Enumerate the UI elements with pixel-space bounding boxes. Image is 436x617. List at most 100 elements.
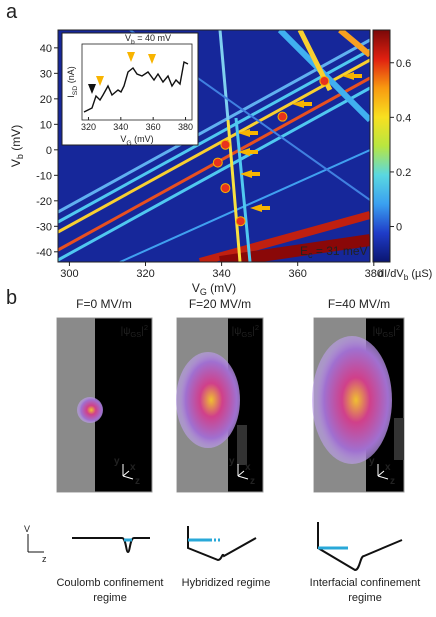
potential-z: z [42, 554, 47, 564]
colorbar-tick-label: 0.6 [396, 58, 411, 70]
axis-y: y [114, 456, 120, 467]
psi-label-part: | [141, 326, 144, 337]
y-tick-label: 20 [40, 94, 52, 106]
y-tick-label: 40 [40, 43, 52, 55]
x-tick-label: 340 [212, 268, 230, 280]
axis-z: z [250, 476, 255, 487]
inset-y-label-group: ISD (nA) [66, 66, 79, 97]
panel-title: F=0 MV/m [76, 297, 132, 311]
inset-axes [81, 43, 193, 121]
x-tick-label: 380 [365, 268, 383, 280]
psi-label-part: GS [241, 330, 252, 339]
marker [319, 75, 330, 86]
y-tick-label: 0 [46, 145, 52, 157]
psi-label-part: |ψ [121, 326, 131, 337]
axis-x: x [245, 462, 251, 473]
axis-y: y [369, 456, 375, 467]
colorbar-tick-label: 0.2 [396, 167, 411, 179]
x-tick-label: 360 [289, 268, 307, 280]
inset-curve [83, 60, 189, 113]
y-axis-label-part: b [15, 154, 25, 159]
y-tick-label: -20 [36, 196, 52, 208]
panel-title: F=40 MV/m [328, 297, 390, 311]
inset-x-tick-label: 380 [178, 122, 193, 132]
inset-y-label: ISD (nA) [66, 66, 79, 97]
colorbar-label-part: (µS) [408, 268, 432, 280]
y-axis-label-group: Vb (mV) [9, 125, 25, 167]
inset-x-label-part: (mV) [132, 134, 154, 144]
inset-x-label-part: G [126, 140, 131, 147]
psi-label-part: 2 [144, 323, 148, 332]
psi-label: |ψGS|2 [373, 323, 400, 339]
marker [235, 216, 246, 227]
regime-label: Coulomb confinement [56, 577, 163, 589]
y-axis-label-part: (mV) [9, 125, 23, 154]
potential-sketches [27, 522, 403, 572]
inset-x-tick-label: 360 [146, 122, 161, 132]
axis-y: y [229, 456, 235, 467]
regime-label: Interfacial confinement [310, 577, 421, 589]
axis-z: z [390, 476, 395, 487]
inset-x-label: VG (mV) [120, 134, 153, 147]
inset-y-label-part: (nA) [66, 66, 76, 86]
psi-label: |ψGS|2 [121, 323, 148, 339]
x-axis-label-part: V [192, 281, 200, 295]
inset-y-label-part: I [66, 95, 76, 98]
inset-frame [61, 32, 199, 146]
inset-title-part: b [131, 39, 135, 46]
y-tick-label: -30 [36, 221, 52, 233]
x-tick-label: 320 [136, 268, 154, 280]
y-tick-label: -40 [36, 247, 52, 259]
inset-x-tick-label: 320 [81, 122, 96, 132]
colorbar-label-part: b [404, 273, 409, 282]
inset-arrows [88, 52, 156, 94]
x-axis-label-part: G [200, 287, 207, 297]
y-tick-label: 30 [40, 68, 52, 80]
marker [212, 157, 223, 168]
colorbar-tick-label: 0 [396, 222, 402, 234]
psi-label-part: 2 [255, 323, 259, 332]
colorbar-tick-label: 0.4 [396, 112, 411, 124]
plot-frame [57, 29, 371, 263]
psi-label-part: |ψ [232, 326, 242, 337]
psi-label-part: | [393, 326, 396, 337]
annotation-part: E [300, 244, 308, 258]
regime-label: regime [93, 592, 127, 604]
annotation-part: c [308, 250, 313, 260]
energy-levels [124, 538, 348, 550]
psi-label-part: |ψ [373, 326, 383, 337]
x-axis-label: VG (mV) [192, 281, 236, 297]
inset-title-part: V [125, 33, 131, 43]
y-axis-label: Vb (mV) [9, 125, 25, 167]
regime-label: regime [348, 592, 382, 604]
axis-x: x [130, 462, 136, 473]
psi-label-part: 2 [396, 323, 400, 332]
x-axis-label-part: (mV) [207, 281, 236, 295]
inset-x-tick-label: 340 [113, 122, 128, 132]
inset-title: Vb = 40 mV [125, 33, 171, 46]
regime-label: Hybridized regime [182, 577, 271, 589]
x-tick-label: 300 [60, 268, 78, 280]
annotation: Ec = 31 meV [300, 244, 368, 260]
inset-title-part: = 40 mV [135, 33, 171, 43]
axis-x: x [385, 462, 391, 473]
panel-label: b [6, 287, 17, 309]
y-axis-label-part: V [9, 159, 23, 167]
psi-label-part: GS [130, 330, 141, 339]
psi-label: |ψGS|2 [232, 323, 259, 339]
marker [277, 111, 288, 122]
annotation-part: = 31 meV [313, 244, 368, 258]
wavefunction-panels [56, 317, 405, 493]
panel-label: a [6, 1, 18, 23]
marker [220, 139, 231, 150]
colorbar [372, 29, 391, 263]
potential-v: V [24, 524, 30, 534]
inset-x-label-part: V [120, 134, 126, 144]
marker [220, 183, 231, 194]
axis-glyphs [122, 464, 389, 480]
colorbar-label-part: dI/dV [378, 268, 404, 280]
y-tick-label: 10 [40, 119, 52, 131]
panel-title: F=20 MV/m [189, 297, 251, 311]
y-tick-label: -10 [36, 170, 52, 182]
